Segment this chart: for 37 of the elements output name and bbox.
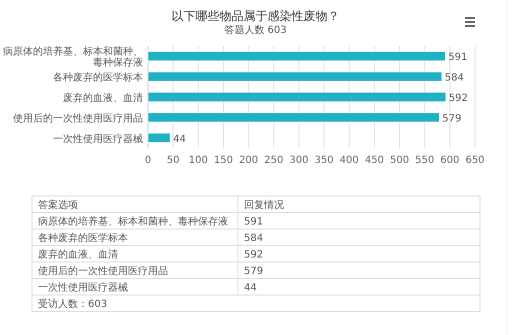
y-tick-label: 病原体的培养基、标本和菌种、 毒种保存液: [3, 46, 143, 69]
x-tick-label: 600: [440, 155, 460, 166]
y-tick-label: 使用后的一次性使用医疗用品: [13, 112, 143, 124]
x-tick-label: 100: [188, 155, 208, 166]
category-label: 各种废弃的医学标本: [38, 233, 128, 244]
text: 579: [244, 266, 264, 277]
data-label: 44: [173, 134, 186, 145]
y-tick-label: 各种废弃的医学标本: [53, 72, 143, 84]
data-label: 592: [448, 93, 468, 104]
text: 答案选项: [38, 199, 78, 211]
data-label: 591: [448, 52, 468, 64]
y-tick-label: 废弃的血液、血清: [63, 92, 143, 104]
data-label: 584: [444, 72, 464, 84]
x-tick-label: 450: [364, 155, 384, 166]
text: 受访人数：603: [38, 298, 108, 310]
x-tick-label: 550: [415, 155, 434, 166]
x-tick-label: 400: [340, 155, 359, 166]
chart-subtitle: 答题人数 603: [224, 24, 287, 36]
y-tick-label: 一次性使用医疗器械: [53, 132, 143, 145]
chart-title: 以下哪些物品属于感染性废物？: [172, 9, 340, 23]
text: 44: [244, 282, 257, 294]
x-tick-label: 200: [239, 155, 258, 166]
x-tick-label: 650: [465, 155, 485, 166]
text: 591: [244, 216, 264, 228]
category-label: 一次性使用医疗器械: [38, 282, 128, 294]
x-tick-label: 50: [166, 155, 180, 166]
data-label: 579: [442, 113, 462, 124]
category-label: 病原体的培养基、标本和菌种、毒种保存液: [38, 216, 228, 228]
text: 592: [244, 250, 264, 260]
x-tick-label: 150: [214, 155, 234, 166]
x-tick-label: 250: [264, 155, 284, 166]
text: 584: [244, 233, 264, 244]
text: 回复情况: [244, 199, 284, 211]
x-tick-label: 0: [144, 155, 152, 166]
x-tick-label: 300: [289, 155, 308, 166]
x-tick-label: 500: [390, 155, 410, 166]
x-tick-label: 350: [314, 155, 334, 166]
